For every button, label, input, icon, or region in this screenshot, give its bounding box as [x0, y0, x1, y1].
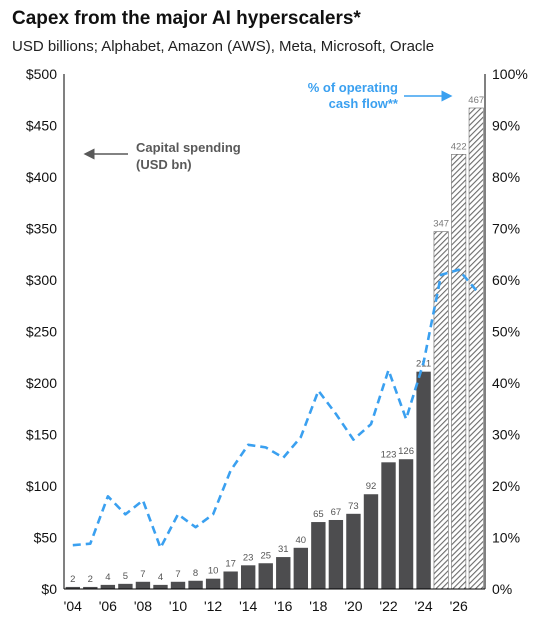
capex-bar: [433, 231, 449, 590]
right-tick-label: 80%: [492, 169, 520, 185]
capex-bar: [258, 563, 273, 589]
left-tick-label: $400: [26, 169, 57, 185]
right-tick-label: 20%: [492, 478, 520, 494]
x-tick-label: '26: [450, 598, 468, 614]
left-tick-label: $500: [26, 66, 57, 82]
capex-bar-label: 65: [313, 509, 324, 520]
left-tick-label: $200: [26, 375, 57, 391]
capex-bar-label: 25: [260, 550, 271, 561]
annotations: Capital spending (USD bn) % of operatingca…: [83, 80, 453, 172]
capex-bar-label: 31: [278, 544, 289, 555]
x-tick-label: '24: [414, 598, 432, 614]
capex-bar: [205, 578, 221, 589]
capex-bar: [135, 581, 151, 589]
right-tick-label: 10%: [492, 530, 520, 546]
capex-bar-label: 23: [243, 552, 254, 563]
left-tick-label: $300: [26, 272, 57, 288]
capex-bar-label: 8: [193, 568, 198, 579]
capex-bar: [328, 519, 344, 589]
capex-bar: [398, 459, 414, 589]
capex-bar-label: 67: [331, 507, 342, 518]
capex-bar-label: 40: [296, 535, 307, 546]
capex-bar: [153, 584, 168, 589]
x-tick-label: '18: [309, 598, 327, 614]
left-tick-label: $0: [41, 581, 57, 597]
x-tick-label: '16: [274, 598, 292, 614]
capital-spending-label-line2: (USD bn): [136, 157, 192, 172]
capital-spending-label-line1: Capital spending: [136, 140, 241, 155]
capex-bar: [311, 522, 326, 589]
capex-bar: [188, 580, 203, 589]
left-tick-label: $350: [26, 221, 57, 237]
capex-bar-label: 126: [398, 446, 414, 457]
cashflow-line: [72, 268, 478, 550]
bars: [65, 107, 484, 590]
left-tick-label: $50: [34, 530, 58, 546]
right-tick-label: 100%: [492, 66, 528, 82]
right-tick-label: 60%: [492, 272, 520, 288]
capex-bar-label: 2: [88, 574, 93, 585]
capex-bar: [276, 557, 291, 589]
capex-bar: [451, 154, 467, 590]
cashflow-label-line1: % of operating: [308, 80, 398, 95]
right-axis-labels: 0% 10% 20% 30% 40% 50% 60% 70% 80% 90% 100%: [492, 66, 528, 597]
cashflow-line-layer: [72, 268, 478, 550]
capex-bar: [240, 565, 256, 589]
right-tick-label: 0%: [492, 581, 512, 597]
left-tick-label: $100: [26, 478, 57, 494]
left-tick-label: $150: [26, 427, 57, 443]
capex-bar-label: 422: [451, 141, 467, 152]
x-tick-label: '22: [379, 598, 397, 614]
capex-bar: [363, 494, 379, 589]
capex-bar-label: 5: [123, 571, 128, 582]
capex-bar: [100, 584, 116, 589]
capex-bar-label: 123: [381, 449, 397, 460]
capex-bar: [468, 107, 484, 590]
axes: [63, 74, 486, 590]
capex-bar-label: 73: [348, 501, 359, 512]
capex-bar-label: 4: [105, 572, 110, 583]
right-tick-label: 40%: [492, 375, 520, 391]
x-tick-label: '12: [204, 598, 222, 614]
capex-bar-label: 92: [366, 481, 377, 492]
capex-bar: [381, 462, 396, 589]
cashflow-label-line2: cash flow**: [329, 96, 399, 111]
x-tick-label: '08: [134, 598, 152, 614]
x-axis-labels: '04 '06 '08 '10 '12 '14 '16 '18 '20 '22 '24 '26: [64, 598, 468, 614]
capex-bar: [118, 583, 133, 589]
capex-bar-label: 4: [158, 572, 163, 583]
capex-bar: [293, 547, 309, 589]
chart-title: Capex from the major AI hyperscalers*: [12, 8, 361, 29]
x-tick-label: '04: [64, 598, 82, 614]
right-tick-label: 50%: [492, 324, 520, 340]
right-tick-label: 30%: [492, 427, 520, 443]
capex-bar-label: 7: [140, 569, 145, 580]
x-tick-label: '20: [344, 598, 362, 614]
chart-subtitle: USD billions; Alphabet, Amazon (AWS), Me…: [12, 38, 435, 55]
capex-bar: [65, 586, 80, 589]
x-tick-label: '14: [239, 598, 257, 614]
capex-bar-label: 347: [433, 219, 449, 230]
left-tick-label: $250: [26, 324, 57, 340]
x-tick-label: '06: [99, 598, 117, 614]
capex-bar-label: 17: [225, 558, 236, 569]
capex-bar: [346, 513, 361, 589]
capex-bar-label: 467: [468, 95, 484, 106]
left-tick-label: $450: [26, 118, 57, 134]
left-axis-labels: $0 $50 $100 $150 $200 $250 $300 $350 $400 $450 $50…: [26, 66, 57, 597]
capex-bar: [170, 581, 186, 589]
right-tick-label: 90%: [492, 118, 520, 134]
capex-bar: [223, 571, 238, 589]
capex-bar-label: 7: [175, 569, 180, 580]
capex-bar: [83, 586, 98, 589]
capex-bar-label: 10: [208, 566, 219, 577]
right-tick-label: 70%: [492, 221, 520, 237]
capex-bar-label: 2: [70, 574, 75, 585]
x-tick-label: '10: [169, 598, 187, 614]
capex-bar: [416, 371, 431, 589]
